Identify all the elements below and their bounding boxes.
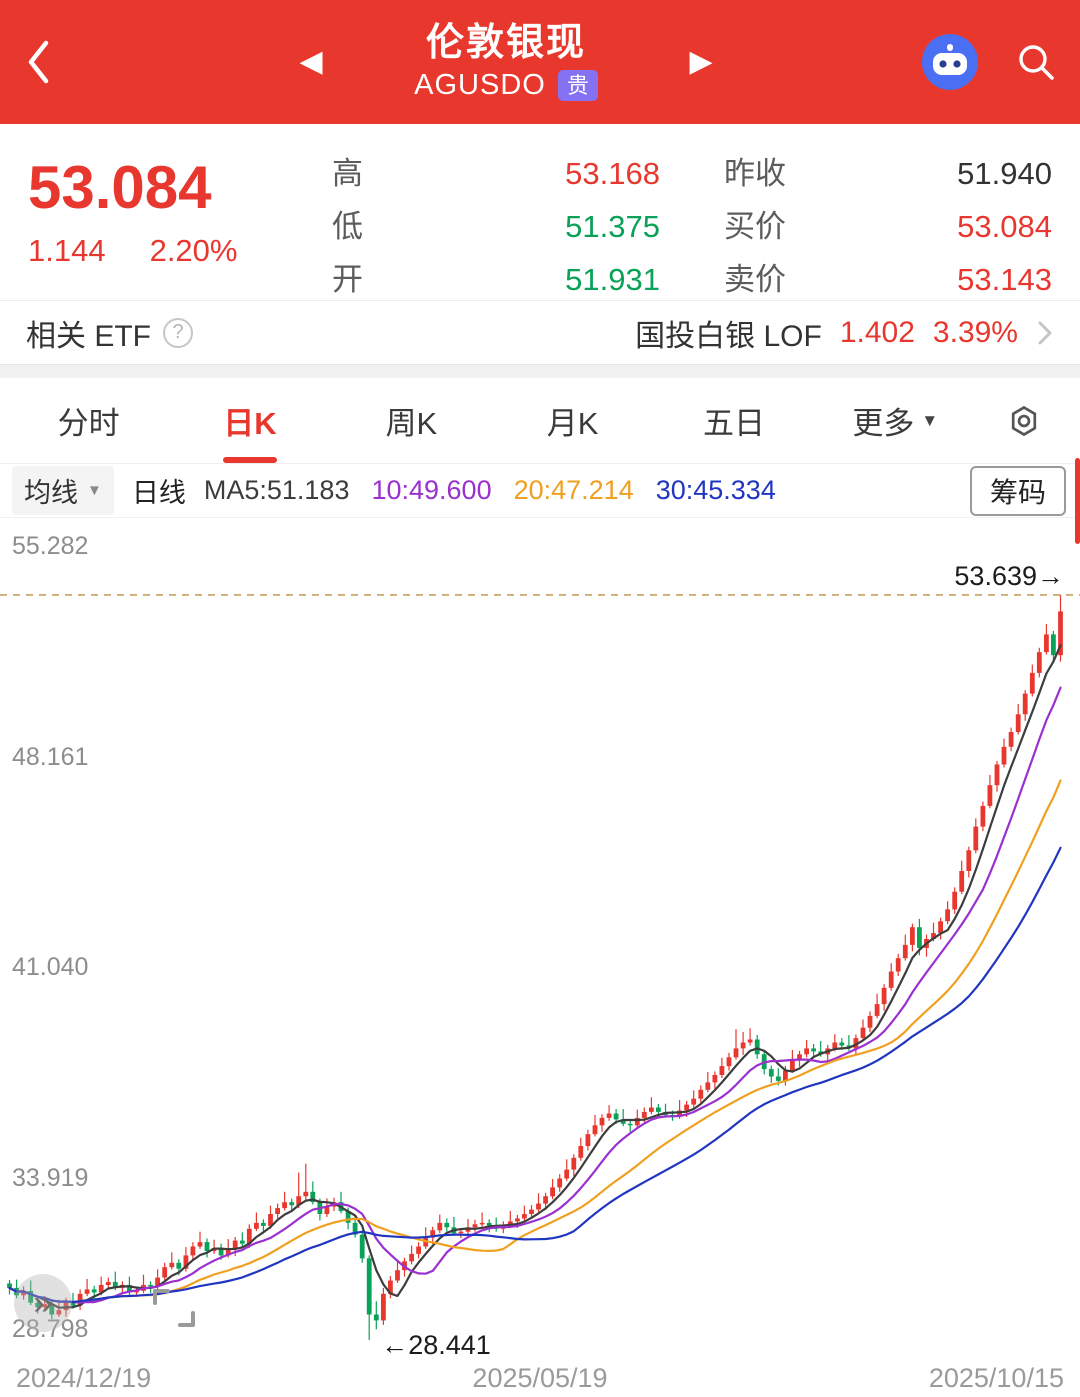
- ma-mode-label: 日线: [131, 478, 186, 508]
- chart-settings-button[interactable]: [976, 378, 1072, 463]
- tab-five-day[interactable]: 五日: [653, 378, 814, 463]
- tab-label: 分时: [57, 406, 120, 441]
- ma20-line: [8, 779, 1062, 1304]
- tab-label: 日K: [223, 406, 277, 441]
- subtitle-row: AGUSDO 贵: [414, 69, 598, 102]
- change-row: 1.144 2.20%: [28, 233, 296, 269]
- instrument-code: AGUSDO: [414, 68, 546, 101]
- left-triangle-icon: ◀: [299, 45, 323, 78]
- search-icon: [1019, 45, 1054, 80]
- scroll-indicator[interactable]: [1075, 458, 1080, 544]
- tab-monthly-k[interactable]: 月K: [492, 378, 653, 463]
- field-value: 51.375: [565, 209, 660, 244]
- quote-panel: 53.084 1.144 2.20% 高 53.168 低 51.375 开 5…: [0, 124, 1080, 300]
- chart-canvas[interactable]: [0, 518, 1080, 1360]
- help-icon[interactable]: ?: [163, 317, 193, 348]
- price-block: 53.084 1.144 2.20%: [28, 140, 296, 284]
- high-price-marker: 53.639→: [954, 560, 1064, 591]
- quote-field-ask: 卖价 53.143: [724, 250, 1052, 300]
- x-axis: 2024/12/19 2025/05/19 2025/10/15: [0, 1360, 1080, 1396]
- gear-icon: [1011, 405, 1037, 436]
- ma-dropdown[interactable]: 均线 ▼: [12, 466, 114, 515]
- field-label: 买价: [724, 209, 786, 244]
- double-chevron-icon: »: [33, 1283, 53, 1322]
- back-button[interactable]: [22, 30, 92, 94]
- quote-column-mid: 高 53.168 低 51.375 开 51.931: [296, 140, 660, 297]
- page-title: 伦敦银现: [425, 22, 586, 65]
- ma30-line: [8, 846, 1062, 1304]
- search-button[interactable]: [1014, 40, 1058, 84]
- assistant-button[interactable]: [920, 32, 980, 92]
- tab-label: 月K: [546, 406, 599, 441]
- x-axis-label-mid: 2025/05/19: [472, 1362, 608, 1393]
- quote-field-high: 高 53.168: [332, 144, 660, 197]
- tab-minute[interactable]: 分时: [8, 378, 169, 463]
- current-price: 53.084: [28, 153, 212, 221]
- etf-name: 国投白银 LOF: [635, 319, 822, 353]
- price-change: 1.144: [28, 232, 106, 268]
- x-axis-label-start: 2024/12/19: [16, 1362, 152, 1393]
- ma10-value: 10:49.600: [371, 475, 492, 505]
- etf-price: 1.402: [839, 315, 915, 349]
- quote-field-bid: 买价 53.084: [724, 197, 1052, 250]
- ma-info-bar: 均线 ▼ 日线 MA5:51.183 10:49.600 20:47.214 3…: [0, 464, 1080, 518]
- caret-down-icon: ▼: [87, 482, 102, 499]
- right-triangle-icon: ▶: [689, 45, 713, 78]
- ma-dropdown-label: 均线: [24, 478, 78, 508]
- precious-metal-badge: 贵: [557, 69, 598, 102]
- ma10-line: [8, 686, 1062, 1304]
- etf-change-percent: 3.39%: [932, 315, 1018, 349]
- header: ◀ 伦敦银现 AGUSDO 贵 ▶: [0, 0, 1080, 124]
- tab-label: 五日: [702, 406, 765, 441]
- field-label: 低: [332, 209, 363, 244]
- field-label: 开: [332, 262, 363, 297]
- field-label: 昨收: [724, 156, 786, 191]
- ma20-value: 20:47.214: [513, 475, 634, 505]
- field-label: 卖价: [724, 262, 786, 297]
- ma5-line: [8, 644, 1062, 1309]
- related-etf-label: 相关 ETF: [26, 319, 151, 353]
- ma30-value: 30:45.334: [655, 475, 776, 505]
- tab-more[interactable]: 更多 ▼: [815, 378, 976, 463]
- chevron-right-icon: [1038, 321, 1052, 344]
- quote-field-low: 低 51.375: [332, 197, 660, 250]
- price-change-percent: 2.20%: [149, 232, 238, 268]
- quote-field-open: 开 51.931: [332, 250, 660, 300]
- field-value: 53.143: [957, 262, 1052, 297]
- candlestick-chart[interactable]: 55.282 48.161 41.040 33.919 28.798 53.639→ ←…: [0, 518, 1080, 1360]
- tab-label: 更多: [852, 406, 915, 441]
- tab-label: 周K: [385, 406, 438, 441]
- tab-weekly-k[interactable]: 周K: [331, 378, 492, 463]
- field-value: 51.940: [957, 156, 1052, 191]
- quote-field-prev-close: 昨收 51.940: [724, 144, 1052, 197]
- next-instrument-button[interactable]: ▶: [671, 47, 731, 77]
- tab-daily-k[interactable]: 日K: [169, 378, 330, 463]
- related-etf-row[interactable]: 相关 ETF ? 国投白银 LOF 1.402 3.39%: [0, 300, 1080, 364]
- section-divider: [0, 364, 1080, 378]
- etf-right: 国投白银 LOF 1.402 3.39%: [635, 311, 1054, 355]
- robot-icon: [922, 34, 978, 90]
- low-price-marker: ←28.441: [381, 1330, 491, 1360]
- quote-column-right: 昨收 51.940 买价 53.084 卖价 53.143: [660, 140, 1052, 297]
- field-label: 高: [332, 156, 363, 191]
- x-axis-label-end: 2025/10/15: [928, 1362, 1064, 1393]
- ma5-value: MA5:51.183: [203, 475, 350, 505]
- chips-distribution-button[interactable]: 筹码: [969, 465, 1066, 516]
- period-tabs: 分时 日K 周K 月K 五日 更多 ▼: [0, 378, 1080, 464]
- field-value: 53.084: [957, 209, 1052, 244]
- fast-forward-button[interactable]: »: [14, 1274, 72, 1332]
- field-value: 51.931: [565, 262, 660, 297]
- expand-icon: [153, 1289, 195, 1327]
- title-block: 伦敦银现 AGUSDO 贵: [341, 22, 671, 102]
- chevron-left-icon: [28, 40, 49, 84]
- fullscreen-button[interactable]: [152, 1288, 196, 1333]
- caret-down-icon: ▼: [921, 410, 939, 430]
- field-value: 53.168: [565, 156, 660, 191]
- prev-instrument-button[interactable]: ◀: [281, 47, 341, 77]
